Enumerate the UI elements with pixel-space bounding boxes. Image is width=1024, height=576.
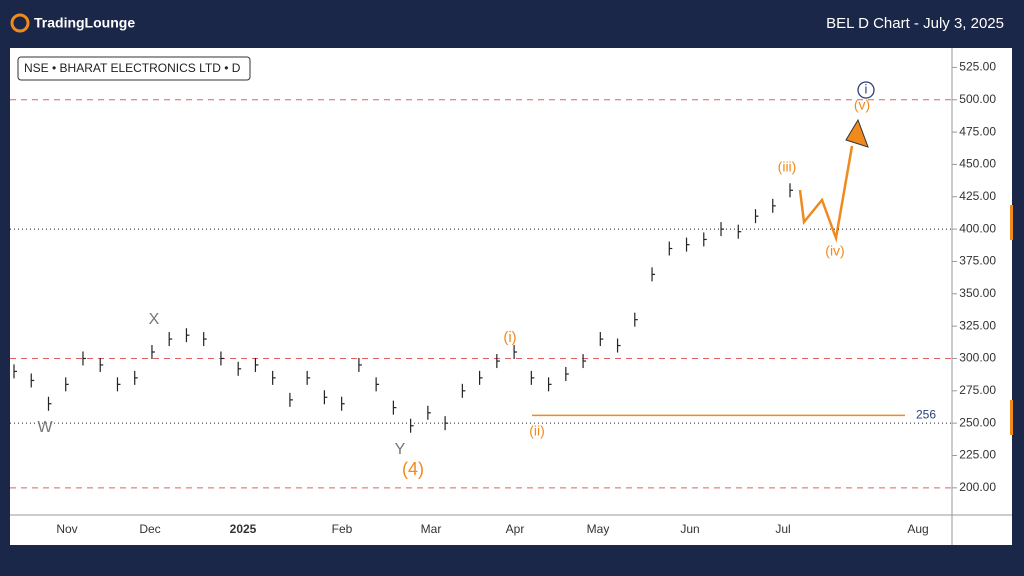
y-tick-label: 525.00 [959, 60, 996, 74]
y-tick-label: 250.00 [959, 415, 996, 429]
y-tick-label: 375.00 [959, 254, 996, 268]
logo-icon [10, 13, 30, 33]
y-tick-label: 350.00 [959, 286, 996, 300]
x-tick-label: Apr [506, 522, 525, 536]
x-tick-label: 2025 [230, 522, 257, 536]
wave-label: Y [395, 441, 406, 458]
projection-arrow [845, 118, 869, 148]
y-tick-label: 325.00 [959, 318, 996, 332]
y-tick-label: 300.00 [959, 351, 996, 365]
wave-circle [857, 81, 875, 99]
x-tick-label: Feb [332, 522, 353, 536]
y-tick-label: 475.00 [959, 124, 996, 138]
wave-label: (4) [402, 459, 424, 479]
edge-marker [1010, 400, 1013, 435]
x-tick-label: May [587, 522, 610, 536]
x-tick-label: Nov [56, 522, 77, 536]
chart-title: BEL D Chart - July 3, 2025 [826, 15, 1004, 32]
wave-label: (ii) [529, 423, 545, 439]
y-tick-label: 400.00 [959, 221, 996, 235]
legend: NSE • BHARAT ELECTRONICS LTD • D [24, 61, 241, 75]
wave-label: (v) [854, 97, 870, 113]
x-tick-label: Mar [421, 522, 442, 536]
support-label: 256 [916, 408, 936, 422]
chart-panel [10, 48, 1012, 545]
wave-label: (iv) [825, 243, 844, 259]
x-tick-label: Dec [139, 522, 160, 536]
edge-marker [1010, 205, 1013, 240]
y-tick-label: 200.00 [959, 480, 996, 494]
y-tick-label: 500.00 [959, 92, 996, 106]
wave-label: i [865, 81, 868, 96]
y-tick-label: 450.00 [959, 157, 996, 171]
y-tick-label: 225.00 [959, 448, 996, 462]
x-tick-label: Jul [775, 522, 790, 536]
wave-label: (i) [503, 329, 516, 346]
y-tick-label: 425.00 [959, 189, 996, 203]
legend-box [17, 56, 251, 81]
projection-path [798, 145, 854, 243]
wave-label: W [37, 419, 53, 436]
y-tick-label: 275.00 [959, 383, 996, 397]
x-tick-label: Jun [680, 522, 699, 536]
x-tick-label: Aug [907, 522, 928, 536]
brand: TradingLounge [34, 15, 135, 31]
wave-label: (iii) [778, 159, 797, 175]
wave-label: X [149, 311, 160, 328]
